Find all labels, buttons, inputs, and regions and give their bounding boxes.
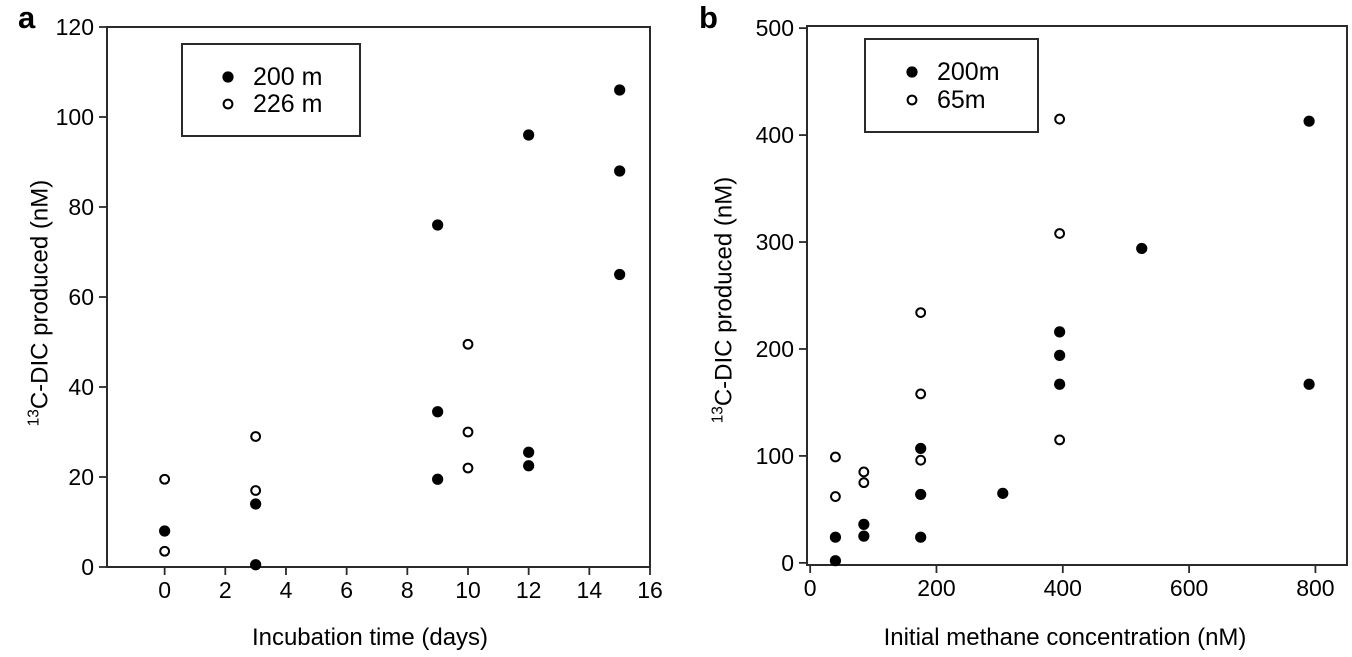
y-tick-label: 100: [756, 443, 794, 469]
panel-a-y-axis-title-text: C-DIC produced (nM): [26, 179, 54, 410]
panel-b-x-axis-title: Initial methane concentration (nM): [883, 624, 1247, 651]
data-point-200m: [829, 555, 842, 567]
panel-a-y-axis-title: 13C-DIC produced (nM): [26, 180, 55, 427]
data-point-65m: [915, 454, 927, 466]
legend-label: 200m: [937, 58, 1000, 86]
data-point-200m: [614, 84, 626, 96]
legend-filled-circle-icon: [906, 66, 918, 78]
data-point-200m: [159, 525, 171, 537]
y-tick-label: 80: [68, 194, 94, 220]
data-point-200m: [614, 268, 626, 281]
data-point-200m: [1054, 326, 1066, 338]
data-point-226m: [462, 462, 474, 474]
x-tick-label: 0: [158, 577, 171, 603]
data-point-65m: [915, 307, 927, 319]
data-point-200m: [523, 446, 535, 458]
panel-a-x-axis-title: Incubation time (days): [251, 624, 489, 651]
x-tick-label: 6: [340, 577, 353, 603]
data-point-200m: [523, 460, 535, 472]
data-point-65m: [858, 466, 870, 478]
data-point-200m: [1303, 378, 1315, 390]
x-tick-label: 0: [804, 575, 817, 601]
x-tick-label: 10: [455, 577, 481, 603]
data-point-200m: [829, 531, 842, 543]
data-point-200m: [858, 518, 870, 530]
panel-b-y-axis-title-superscript: 13: [709, 406, 727, 424]
data-point-200m: [523, 129, 535, 141]
data-point-226m: [250, 485, 262, 496]
legend-label: 65m: [937, 86, 986, 114]
legend-box: [864, 38, 1039, 133]
data-point-200m: [915, 442, 927, 455]
y-tick-label: 20: [68, 464, 94, 490]
data-point-65m: [1054, 228, 1066, 239]
x-tick-label: 2: [219, 577, 232, 603]
legend-box: [181, 43, 361, 137]
panel-b-letter: b: [699, 0, 718, 35]
panel-a-letter: a: [18, 0, 36, 35]
data-point-65m: [830, 491, 841, 502]
data-point-65m: [830, 451, 841, 463]
y-tick-label: 300: [756, 229, 794, 255]
data-point-200m: [432, 406, 444, 418]
data-point-200m: [915, 531, 927, 543]
x-tick-label: 12: [516, 577, 542, 603]
y-tick-label: 0: [81, 554, 94, 580]
x-tick-label: 200: [917, 575, 955, 601]
y-tick-label: 400: [756, 122, 794, 148]
data-point-65m: [858, 477, 870, 489]
data-point-200m: [250, 559, 262, 571]
legend-open-circle-icon: [222, 98, 234, 110]
y-tick-label: 0: [781, 550, 794, 576]
panel-a-y-axis-title-superscript: 13: [25, 409, 43, 427]
panel-b-y-axis-title-text: C-DIC produced (nM): [710, 176, 738, 407]
x-tick-label: 4: [280, 577, 293, 603]
x-tick-label: 14: [577, 577, 603, 603]
legend-open-circle-icon: [906, 94, 918, 106]
data-point-226m: [250, 431, 262, 442]
data-point-200m: [915, 488, 927, 501]
data-point-200m: [1303, 115, 1315, 127]
plot-frame: [806, 25, 1348, 566]
data-point-200m: [1054, 378, 1066, 390]
data-point-200m: [250, 498, 262, 510]
legend-label: 226 m: [253, 90, 322, 118]
data-point-200m: [1136, 242, 1148, 255]
x-tick-label: 16: [637, 577, 663, 603]
data-point-65m: [1054, 113, 1066, 125]
data-point-200m: [432, 473, 444, 485]
y-tick-label: 120: [56, 14, 94, 40]
data-point-226m: [159, 473, 171, 485]
legend-filled-circle-icon: [222, 71, 234, 83]
x-tick-label: 800: [1296, 575, 1334, 601]
x-tick-label: 400: [1044, 575, 1082, 601]
data-point-200m: [858, 530, 870, 542]
data-point-65m: [915, 388, 927, 400]
data-point-200m: [432, 219, 444, 231]
legend-label: 200 m: [253, 63, 322, 91]
panel-b-y-axis-title: 13C-DIC produced (nM): [710, 177, 739, 424]
y-tick-label: 500: [756, 15, 794, 41]
data-point-226m: [159, 545, 171, 557]
y-tick-label: 60: [68, 284, 94, 310]
data-point-226m: [462, 338, 474, 350]
data-point-200m: [1054, 349, 1066, 361]
y-tick-label: 200: [756, 336, 794, 362]
data-point-200m: [997, 487, 1009, 499]
x-tick-label: 600: [1170, 575, 1208, 601]
y-tick-label: 100: [56, 104, 94, 130]
data-point-226m: [462, 426, 474, 438]
data-point-65m: [1054, 434, 1066, 446]
x-tick-label: 8: [401, 577, 414, 603]
data-point-200m: [614, 165, 626, 177]
y-tick-label: 40: [68, 374, 94, 400]
